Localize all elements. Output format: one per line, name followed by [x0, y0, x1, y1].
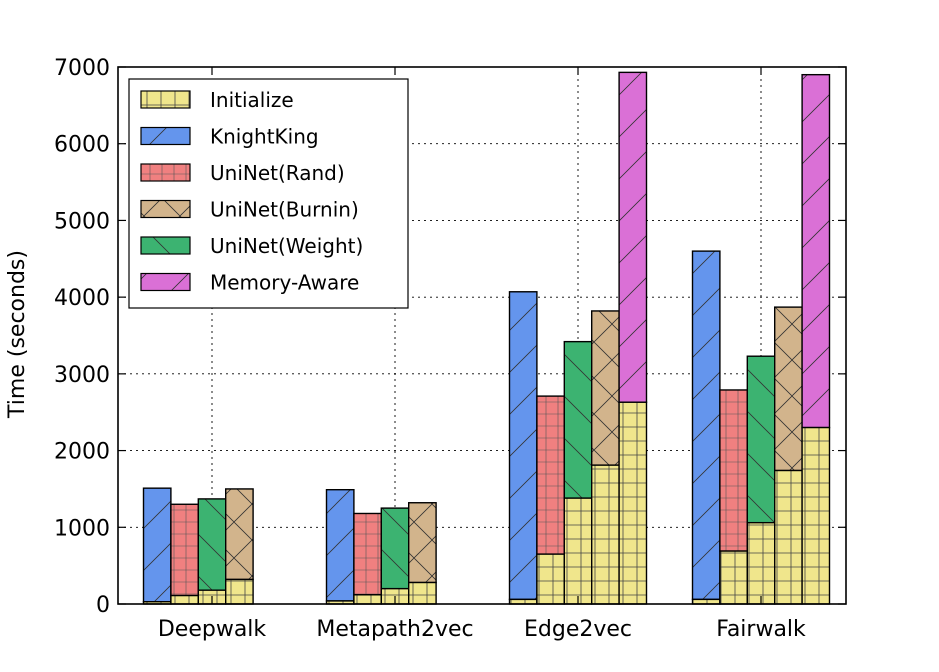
bar-hatch-memory-aware	[618, 71, 648, 403]
legend-box	[128, 78, 409, 309]
y-tick-label: 5000	[54, 209, 110, 234]
bar-hatch-initialize	[170, 594, 199, 605]
plot-frame	[117, 66, 847, 605]
legend: Initialize KnightKing UniNet(Rand) UniNet(B…	[128, 78, 409, 309]
bar-hatch-initialize	[774, 469, 803, 605]
y-tick-label: 3000	[54, 363, 110, 388]
legend-label: UniNet(Burnin)	[210, 198, 359, 222]
legend-swatch-hatch	[140, 90, 191, 109]
legend-swatch-hatch	[140, 126, 191, 146]
axis-ticks: 0 1000 2000 3000 4000 5000 6000 7000 Deepwalk Met…	[54, 56, 846, 642]
legend-swatch-hatch	[140, 272, 191, 292]
y-tick-label: 4000	[54, 286, 110, 311]
bar-hatch-initialize	[618, 401, 648, 605]
x-tick-label: Deepwalk	[158, 617, 267, 642]
legend-label: UniNet(Rand)	[210, 161, 345, 185]
y-tick-label: 0	[96, 593, 110, 618]
x-tick-label: Edge2vec	[524, 617, 632, 642]
y-axis-title: Time (seconds)	[5, 250, 30, 419]
x-tick-label: Fairwalk	[716, 617, 806, 642]
legend-swatch-hatch	[140, 236, 191, 255]
bar-hatch-knightking	[325, 488, 355, 602]
x-tick-label: Metapath2vec	[316, 617, 473, 642]
bar-hatch-memory-aware	[801, 73, 831, 429]
bar-hatch-uninet-burnin-	[224, 488, 254, 581]
legend-label: Initialize	[210, 88, 294, 112]
bar-hatch-initialize	[591, 464, 620, 605]
bar-hatch-uninet-weight-	[563, 340, 593, 499]
bar-hatch-uninet-rand-	[170, 503, 199, 597]
legend-swatch-hatch	[140, 199, 191, 219]
bars	[142, 71, 831, 605]
bar-hatch-uninet-burnin-	[774, 306, 803, 472]
bar-hatch-knightking	[508, 291, 538, 601]
legend-label: Memory-Aware	[210, 271, 359, 295]
bar-hatch-uninet-rand-	[353, 512, 382, 596]
bar-hatch-initialize	[801, 426, 831, 605]
bar-hatch-initialize	[536, 553, 566, 605]
y-tick-label: 6000	[54, 133, 110, 158]
bar-hatch-initialize	[719, 550, 749, 605]
bar-hatch-uninet-burnin-	[591, 310, 620, 466]
bar-hatch-uninet-weight-	[197, 498, 227, 591]
legend-label: KnightKing	[210, 125, 319, 149]
y-tick-label: 7000	[54, 56, 110, 81]
y-tick-label: 2000	[54, 440, 110, 465]
legend-swatch-hatch	[140, 163, 191, 182]
bar-hatch-initialize	[353, 594, 382, 605]
bar-hatch-knightking	[691, 250, 721, 601]
bar-hatch-knightking	[142, 487, 172, 603]
bar-hatch-uninet-rand-	[719, 389, 749, 552]
legend-label: UniNet(Weight)	[210, 234, 363, 258]
bar-hatch-uninet-weight-	[746, 355, 776, 524]
bar-hatch-initialize	[563, 497, 593, 605]
bar-hatch-initialize	[746, 521, 776, 605]
bar-hatch-uninet-burnin-	[408, 502, 437, 584]
y-tick-label: 1000	[54, 516, 110, 541]
bar-hatch-uninet-weight-	[380, 507, 410, 590]
bar-hatch-uninet-rand-	[536, 395, 566, 555]
bar-hatch-initialize	[224, 578, 254, 605]
bar-hatch-initialize	[408, 581, 437, 605]
